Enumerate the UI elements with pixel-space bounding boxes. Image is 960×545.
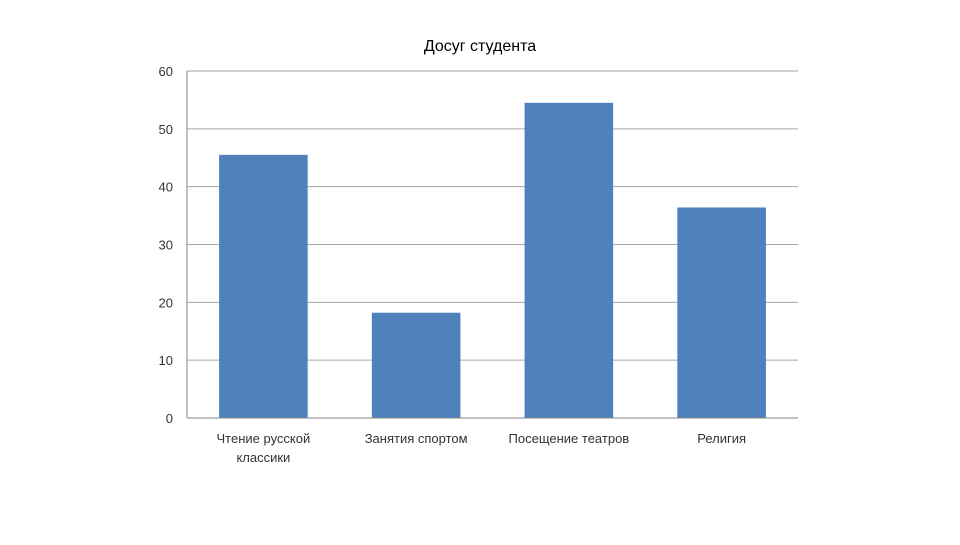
y-tick-label: 40 — [159, 180, 173, 195]
y-tick-label: 10 — [159, 353, 173, 368]
bar — [524, 102, 614, 418]
y-tick-label: 30 — [159, 238, 173, 253]
x-axis-category-labels: Чтение русской классики Занятия спортом Пос… — [217, 431, 747, 465]
bars — [219, 102, 766, 418]
y-tick-label: 20 — [159, 295, 173, 310]
bar — [371, 312, 461, 418]
x-category-label: Религия — [697, 431, 746, 446]
axes — [186, 71, 798, 419]
x-category-label: Чтение русской классики — [217, 431, 311, 465]
x-category-label: Посещение театров — [509, 431, 630, 446]
y-tick-label: 50 — [159, 122, 173, 137]
bar — [219, 154, 308, 418]
y-tick-label: 0 — [166, 411, 173, 426]
y-tick-label: 60 — [159, 64, 173, 79]
chart-title: Досуг студента — [424, 38, 536, 55]
bar — [677, 207, 766, 418]
x-category-label: Занятия спортом — [365, 431, 468, 446]
y-axis-tick-labels: 0 10 20 30 40 50 60 — [159, 64, 173, 426]
